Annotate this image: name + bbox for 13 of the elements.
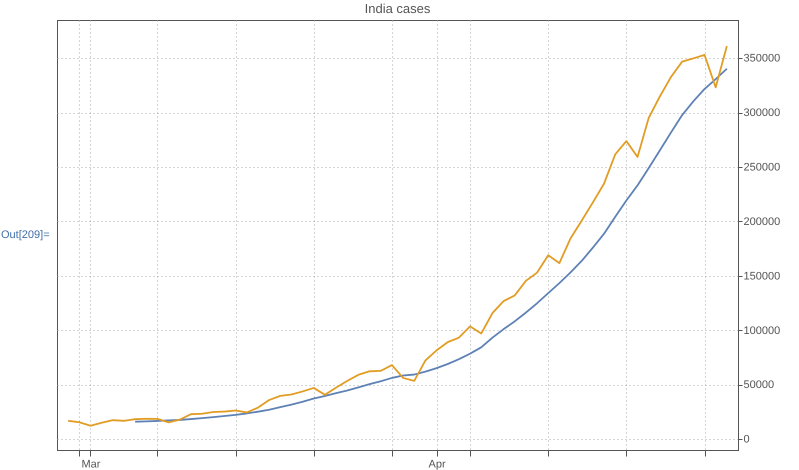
chart-title: India cases	[364, 1, 431, 16]
y-tick-label: 100000	[744, 324, 780, 337]
y-tick-label: 250000	[744, 161, 780, 174]
y-tick-label: 50000	[744, 379, 774, 392]
x-tick-label: Mar	[82, 458, 101, 470]
line-series	[134, 68, 728, 423]
text: Out[209]=	[1, 229, 50, 241]
y-tick-label: 200000	[744, 216, 780, 228]
y-tick-label: 350000	[744, 52, 780, 65]
x-tick-label: Apr	[428, 458, 446, 470]
y-tick-label: 150000	[744, 270, 780, 282]
y-tick-label: 300000	[744, 107, 780, 120]
y-tick-label: 0	[744, 434, 750, 446]
